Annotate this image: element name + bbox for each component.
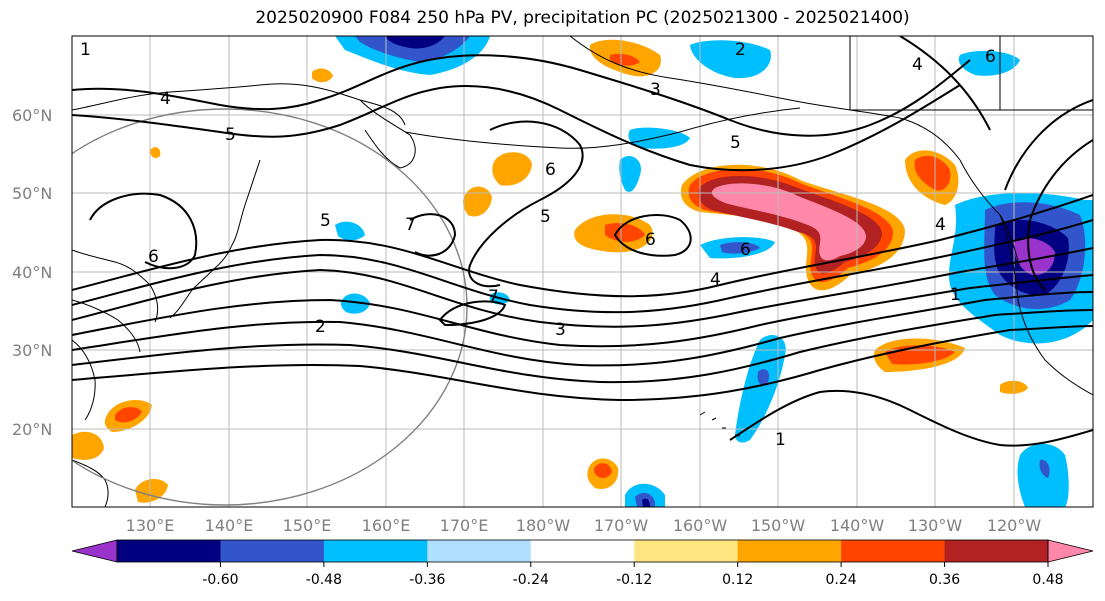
lat-label: 40°N [12, 263, 52, 282]
map-frame [71, 35, 1094, 508]
colorbar-tick-label: 0.36 [929, 572, 960, 588]
lon-label: 150°W [751, 516, 806, 535]
lon-label: 140°E [205, 516, 254, 535]
colorbar [71, 539, 1094, 563]
contour-label: 5 [730, 133, 741, 153]
colorbar-ticks: -0.60 -0.48 -0.36 -0.24 -0.12 0.12 0.24 0.36 0.4… [202, 562, 1064, 588]
colorbar-tick-label: 0.12 [722, 572, 753, 588]
colorbar-tick-label: -0.24 [513, 572, 549, 588]
colorbar-segment [944, 540, 1049, 562]
colorbar-segment [117, 540, 221, 562]
colorbar-outline [116, 539, 1049, 563]
lat-label: 60°N [12, 106, 52, 125]
contour-label: 6 [740, 240, 751, 260]
lon-label: 130°E [126, 516, 175, 535]
contour-label: 1 [775, 430, 786, 450]
lon-label: 170°W [594, 516, 649, 535]
map-title: 2025020900 F084 250 hPa PV, precipitatio… [255, 8, 910, 28]
contour-label: 1 [950, 285, 961, 305]
contour-label: 4 [935, 215, 946, 235]
contour-label: 5 [225, 125, 236, 145]
lat-label: 50°N [12, 184, 52, 203]
lon-label: 120°W [987, 516, 1042, 535]
contour-label: 4 [160, 89, 171, 109]
colorbar-tick-label: -0.36 [409, 572, 445, 588]
reference-circle [72, 108, 468, 506]
contour-label: 7 [488, 287, 499, 307]
contour-label: 4 [912, 55, 923, 75]
colorbar-segment [634, 540, 739, 562]
colorbar-tick-label: 0.24 [826, 572, 857, 588]
contour-label: 4 [710, 270, 721, 290]
contour-label: 6 [545, 160, 556, 180]
colorbar-segment [841, 540, 946, 562]
coastlines [72, 36, 1093, 507]
contour-label: 5 [320, 211, 331, 231]
contour-label: 5 [540, 207, 551, 227]
lon-label: 170°E [440, 516, 489, 535]
lon-label: 130°W [908, 516, 963, 535]
colorbar-segment [323, 540, 428, 562]
colorbar-tick-label: 0.48 [1032, 572, 1063, 588]
colorbar-extend-max [1047, 539, 1094, 563]
lon-label: 160°E [362, 516, 411, 535]
contour-label: 2 [735, 40, 746, 60]
colorbar-segment [530, 540, 635, 562]
lon-label: 160°W [673, 516, 728, 535]
contour-label: 6 [985, 47, 996, 67]
colorbar-tick-label: -0.48 [306, 572, 342, 588]
lon-label: 180°W [516, 516, 571, 535]
colorbar-segment [220, 540, 325, 562]
colorbar-tick-label: -0.60 [202, 572, 238, 588]
contour-label: 6 [148, 247, 159, 267]
lat-label: 20°N [12, 420, 52, 439]
contour-label: 6 [645, 230, 656, 250]
colorbar-segment [427, 540, 532, 562]
latitude-labels: 60°N 50°N 40°N 30°N 20°N [12, 106, 52, 439]
contour-labels: 4 5 6 5 7 6 5 4 3 2 1 5 7 4 6 6 3 2 1 6 … [80, 40, 996, 450]
contour-label: 2 [315, 317, 326, 337]
contour-label: 1 [80, 40, 91, 60]
colorbar-extend-min [71, 539, 118, 563]
contour-label: 7 [405, 215, 416, 235]
contour-label: 3 [650, 80, 661, 100]
lon-label: 150°E [283, 516, 332, 535]
graticule [72, 36, 1093, 507]
colorbar-tick-label: -0.12 [616, 572, 652, 588]
contour-label: 3 [555, 320, 566, 340]
lat-label: 30°N [12, 341, 52, 360]
pv-contours [72, 36, 1093, 447]
longitude-labels: 130°E 140°E 150°E 160°E 170°E 180°W 170°… [126, 516, 1042, 535]
colorbar-segment [737, 540, 842, 562]
lon-label: 140°W [830, 516, 885, 535]
